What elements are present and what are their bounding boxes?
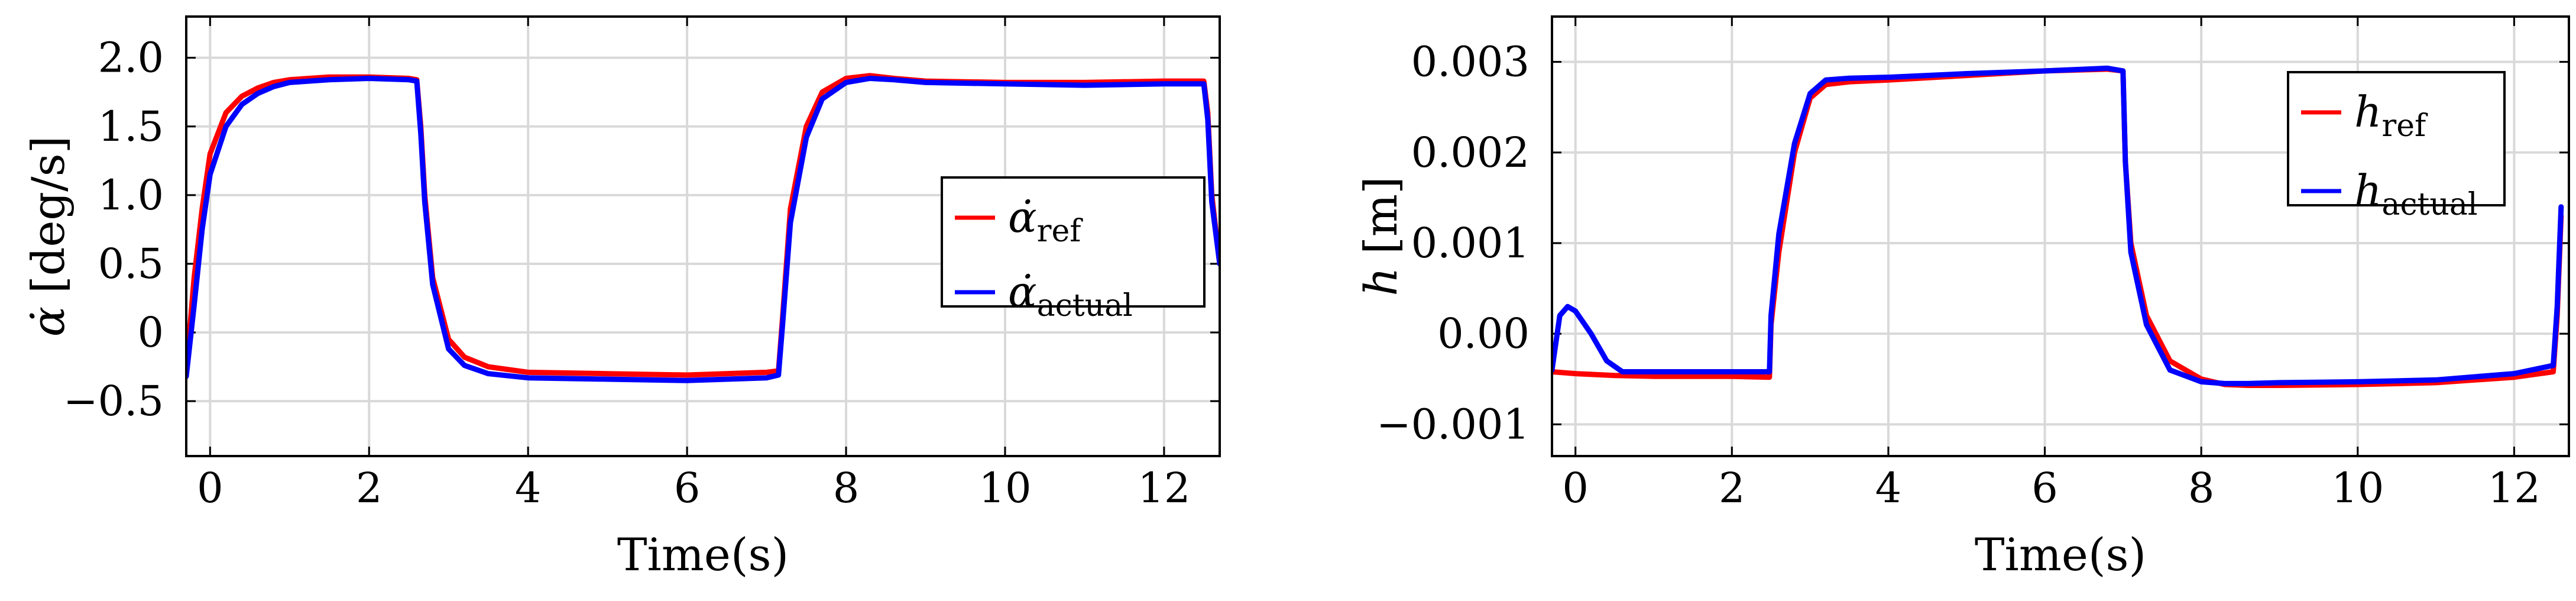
legend-symbol: h [2354, 166, 2381, 215]
y-axis-label: α̇ [deg/s] [22, 136, 74, 337]
series-line-hactual [1552, 65, 2564, 386]
legend-symbol: α̇ [1008, 267, 1037, 316]
plot-frame [1551, 15, 2570, 457]
x-tick-label: 10 [978, 464, 1031, 512]
y-tick-label: 0.002 [1411, 128, 1530, 177]
x-axis-label: Time(s) [617, 528, 789, 581]
legend-symbol: h [2354, 87, 2381, 137]
x-tick-label: 12 [1138, 464, 1190, 512]
x-tick-label: 12 [2488, 464, 2541, 512]
x-tick-label: 10 [2331, 464, 2384, 512]
y-tick-label: 0.5 [98, 240, 164, 288]
legend-subscript: actual [2381, 187, 2477, 222]
legend-box [2287, 71, 2506, 206]
legend-symbol: α̇ [1008, 192, 1037, 242]
y-tick-label: 0.001 [1411, 219, 1530, 267]
x-tick-label: 4 [515, 464, 542, 512]
y-tick-label: −0.001 [1376, 400, 1530, 448]
legend-entry: α̇actual [1008, 267, 1133, 324]
x-tick-label: 0 [1562, 464, 1589, 512]
legend-subscript: ref [1037, 214, 1084, 249]
y-axis-unit: [m] [1355, 176, 1407, 254]
y-tick-label: 0.00 [1437, 309, 1530, 358]
y-tick-label: 1.5 [98, 102, 164, 151]
legend-entry: href [2354, 87, 2428, 144]
legend-entry: hactual [2354, 166, 2478, 222]
x-tick-label: 8 [2188, 464, 2215, 512]
left-chart: 0 2 4 6 8 10 12 −0.5 0 0.5 1.0 1.5 2.0 Time(s) α̇ [deg/… [22, 15, 1221, 581]
x-tick-label: 0 [197, 464, 223, 512]
y-tick-label: 2.0 [98, 34, 164, 82]
x-tick-label: 6 [674, 464, 701, 512]
x-tick-label: 2 [1719, 464, 1745, 512]
y-axis-unit: [deg/s] [22, 136, 74, 293]
plot-frame [185, 15, 1221, 457]
x-tick-label: 6 [2031, 464, 2058, 512]
series-line-α̇actual [186, 76, 1220, 383]
y-axis-symbol: α̇ [22, 306, 74, 337]
y-tick-label: 0.003 [1411, 38, 1530, 86]
legend-entry: α̇ref [1008, 192, 1083, 249]
x-tick-label: 2 [356, 464, 383, 512]
legend-subscript: ref [2381, 108, 2428, 144]
y-tick-label: 1.0 [98, 171, 164, 219]
y-axis-symbol: h [1355, 267, 1407, 296]
y-axis-label: h [m] [1355, 176, 1407, 296]
legend-box [941, 176, 1206, 308]
legend-subscript: actual [1037, 288, 1133, 324]
x-tick-label: 4 [1875, 464, 1902, 512]
x-tick-label: 8 [833, 464, 860, 512]
y-tick-label: 0 [137, 308, 164, 357]
right-chart: 0 2 4 6 8 10 12 −0.001 0.00 0.001 0.002 0.003 Time(s… [1355, 15, 2570, 581]
y-tick-label: −0.5 [63, 377, 164, 425]
x-axis-label: Time(s) [1975, 528, 2146, 581]
